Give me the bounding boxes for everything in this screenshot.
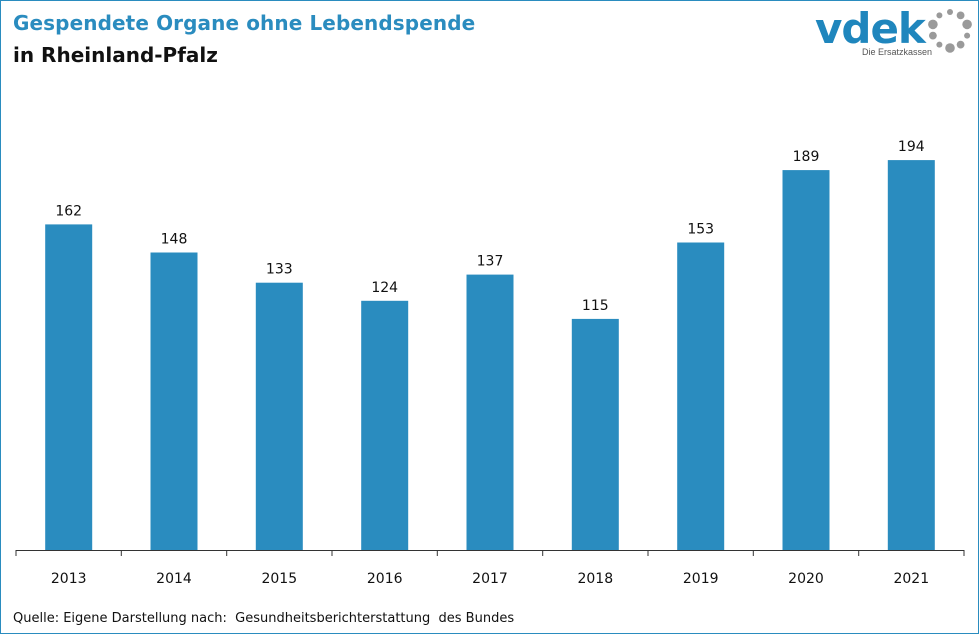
logo-ring-dot (936, 41, 943, 48)
logo-ring-dot (945, 43, 955, 53)
logo-ring-dot (962, 19, 972, 30)
value-label-2014: 148 (161, 232, 188, 248)
x-tick-label-2014: 2014 (156, 571, 192, 587)
bar-2021 (887, 160, 935, 550)
bar-2015 (255, 282, 303, 550)
x-tick-label-2021: 2021 (893, 571, 929, 587)
value-label-2015: 133 (266, 262, 293, 278)
value-label-2019: 153 (687, 222, 714, 238)
x-tick-label-2019: 2019 (683, 571, 719, 587)
vdek-ring-logo-icon (928, 9, 972, 53)
logo-ring-dot (956, 11, 965, 20)
x-tick-label-2015: 2015 (261, 571, 297, 587)
value-label-2018: 115 (582, 298, 609, 314)
logo-wordmark: vdek (815, 4, 926, 53)
logo-ring-dot (956, 40, 965, 49)
logo-ring-dot (929, 31, 937, 40)
value-label-group: 162 148 133 124 137 115 153 189 194 (55, 139, 924, 314)
logo-ring-dot (947, 9, 953, 15)
value-label-2020: 189 (793, 149, 820, 165)
logo-ring-dot (964, 32, 971, 39)
vdek-logo: vdek Die Ersatzkassen (809, 3, 979, 63)
logo-tagline: Die Ersatzkassen (862, 47, 933, 57)
x-axis: 2013 2014 2015 2016 2017 2018 2019 2020 2021 (15, 550, 965, 587)
value-label-2013: 162 (55, 203, 82, 219)
chart-title: Gespendete Organe ohne Lebendspende (13, 11, 476, 35)
x-tick-label-2017: 2017 (472, 571, 508, 587)
bar-group (45, 160, 935, 550)
x-tick-label-2020: 2020 (788, 571, 824, 587)
bar-2018 (571, 318, 619, 550)
value-label-2016: 124 (371, 280, 398, 296)
value-label-2021: 194 (898, 139, 925, 155)
x-tick-label-2018: 2018 (577, 571, 613, 587)
source-note: Quelle: Eigene Darstellung nach: Gesundh… (13, 611, 515, 626)
bar-2019 (677, 242, 725, 550)
logo-ring-dot (936, 12, 943, 19)
bar-2013 (45, 224, 93, 550)
chart-subtitle: in Rheinland-Pfalz (13, 43, 218, 67)
logo-ring-dot (928, 19, 938, 30)
bar-chart: 162 148 133 124 137 115 153 189 194 2013 2014 2015… (15, 139, 965, 587)
x-tick-label-2016: 2016 (367, 571, 403, 587)
bar-2020 (782, 170, 830, 550)
bar-2014 (150, 252, 198, 550)
bar-2017 (466, 274, 514, 550)
value-label-2017: 137 (477, 254, 504, 270)
x-tick-label-2013: 2013 (51, 571, 87, 587)
bar-2016 (361, 300, 409, 550)
